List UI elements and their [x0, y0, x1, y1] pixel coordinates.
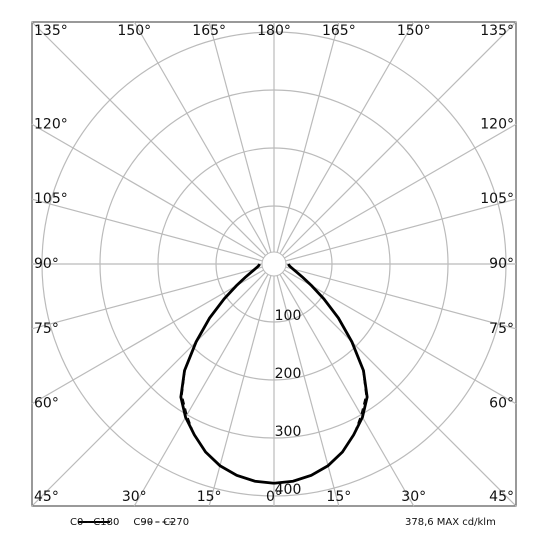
angle-label: 120° — [34, 116, 68, 132]
grid-spoke — [133, 21, 269, 254]
grid-spoke — [276, 275, 340, 507]
grid-spoke — [31, 198, 263, 262]
angle-label: 30° — [401, 489, 426, 505]
angle-label: 30° — [122, 489, 147, 505]
legend-label: C0 - C180 — [70, 517, 119, 528]
angle-label: 150° — [117, 23, 151, 39]
grid-spoke — [282, 272, 517, 507]
legend-label: C90 - C270 — [133, 517, 189, 528]
grid-spoke — [279, 274, 415, 507]
intensity-curve — [179, 263, 275, 485]
grid-spoke — [31, 266, 263, 330]
grid-spoke — [208, 275, 272, 507]
grid-spoke — [285, 266, 517, 330]
angle-label: 105° — [480, 191, 514, 207]
grid-spoke — [284, 269, 517, 405]
angle-label: 75° — [34, 321, 59, 337]
max-label: 378,6 MAX cd/klm — [405, 517, 496, 528]
r-tick-label: 400 — [275, 482, 302, 498]
angle-label: 150° — [397, 23, 431, 39]
angle-label: 15° — [197, 489, 222, 505]
angle-label: 0° — [266, 489, 282, 505]
angle-label: 75° — [489, 321, 514, 337]
angle-label: 165° — [322, 23, 356, 39]
r-tick-label: 300 — [275, 424, 302, 440]
grid-spoke — [284, 123, 517, 259]
intensity-curve — [181, 263, 275, 484]
grid-spoke — [31, 21, 266, 256]
grid-spoke — [276, 21, 340, 253]
angle-label: 60° — [34, 396, 59, 412]
r-tick-label: 200 — [275, 366, 302, 382]
grid-spoke — [208, 21, 272, 253]
r-tick-label: 100 — [275, 308, 302, 324]
angle-label: 90° — [489, 256, 514, 272]
angle-label: 135° — [480, 23, 514, 39]
grid-spoke — [282, 21, 517, 256]
angle-label: 90° — [34, 256, 59, 272]
angle-label: 60° — [489, 396, 514, 412]
angle-label: 45° — [489, 489, 514, 505]
angle-label: 120° — [480, 116, 514, 132]
grid-spoke — [31, 123, 264, 259]
angle-label: 165° — [192, 23, 226, 39]
angle-label: 15° — [326, 489, 351, 505]
grid-spoke — [31, 272, 266, 507]
angle-label: 105° — [34, 191, 68, 207]
grid-spoke — [285, 198, 517, 262]
angle-label: 180° — [257, 23, 291, 39]
grid-spoke — [31, 269, 264, 405]
grid-spoke — [133, 274, 269, 507]
angle-label: 45° — [34, 489, 59, 505]
center-ring — [261, 251, 287, 277]
angle-label: 135° — [34, 23, 68, 39]
grid-spoke — [279, 21, 415, 254]
